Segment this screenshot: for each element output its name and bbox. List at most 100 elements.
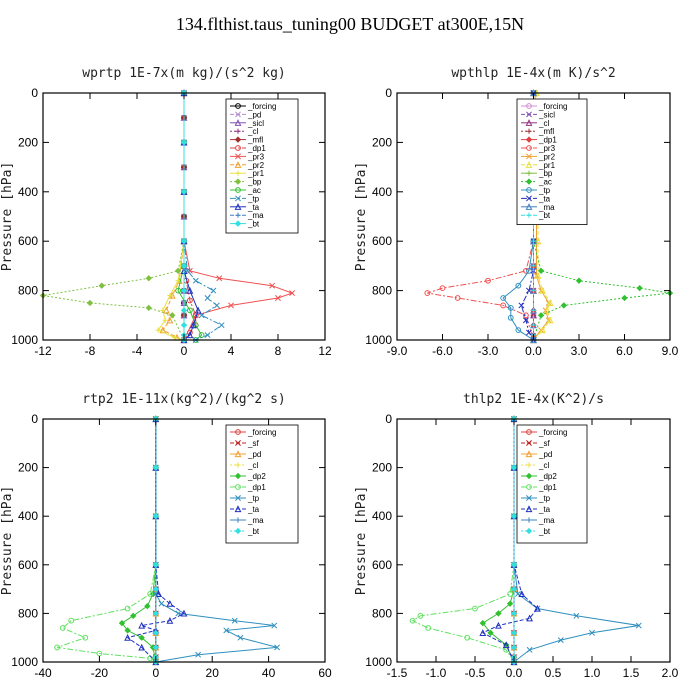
x-tick-label: 9.0 xyxy=(662,344,679,358)
legend-label: _mfl xyxy=(247,136,263,145)
data-point xyxy=(518,590,526,598)
legend-label: _sf xyxy=(538,439,550,448)
data-point xyxy=(152,561,159,568)
legend-entry: _dp1 xyxy=(230,144,266,153)
legend-label: _pr1 xyxy=(538,161,556,170)
data-point xyxy=(635,622,642,629)
data-point xyxy=(487,629,494,637)
legend-entry: _pd xyxy=(521,450,552,459)
legend-entry: _pd xyxy=(230,450,261,459)
y-tick-label: 800 xyxy=(18,284,38,298)
x-tick-label: 0.0 xyxy=(525,344,542,358)
data-point xyxy=(145,275,152,282)
y-tick-label: 0 xyxy=(31,412,38,426)
data-point xyxy=(274,644,281,651)
data-point xyxy=(589,629,595,636)
legend-marker xyxy=(525,472,533,480)
x-tick-label: -3.0 xyxy=(478,344,499,358)
legend-entry: _dp2 xyxy=(521,472,557,481)
data-point xyxy=(228,302,234,309)
data-point xyxy=(167,292,173,299)
data-point xyxy=(155,590,163,598)
data-point xyxy=(223,627,230,634)
legend-entry: _sicl xyxy=(521,110,555,119)
legend-entry: _pr1 xyxy=(230,169,265,178)
legend-label: _pd xyxy=(247,450,261,459)
data-point xyxy=(500,302,507,309)
legend-marker xyxy=(235,170,241,176)
data-point xyxy=(204,332,211,339)
data-point xyxy=(464,634,471,641)
data-point xyxy=(546,316,554,324)
data-point xyxy=(530,238,537,244)
legend-marker xyxy=(525,178,533,185)
legend-entry: _pr2 xyxy=(230,161,265,170)
y-tick-label: 200 xyxy=(18,135,38,149)
legend-marker xyxy=(234,119,242,126)
legend-marker xyxy=(235,103,241,109)
data-point xyxy=(409,617,416,624)
data-point xyxy=(86,299,94,307)
legend-label: _ma xyxy=(538,203,555,212)
legend-entry: _pd xyxy=(230,110,261,119)
data-point xyxy=(271,622,278,629)
data-point xyxy=(494,621,502,629)
y-tick-label: 0 xyxy=(31,86,38,100)
legend-marker xyxy=(234,161,242,168)
data-point xyxy=(507,314,514,321)
data-point xyxy=(138,634,145,641)
legend-entry: _dp2 xyxy=(230,472,266,481)
data-point xyxy=(472,605,478,612)
legend-entry: _ta xyxy=(230,203,260,212)
data-point xyxy=(172,334,178,341)
data-point xyxy=(54,644,60,651)
legend-label: _sf xyxy=(247,439,259,448)
legend-entry: _ma xyxy=(230,516,264,525)
legend-marker xyxy=(526,484,532,490)
data-point xyxy=(506,600,514,607)
data-point xyxy=(98,282,105,289)
data-point xyxy=(539,326,547,334)
legend-marker xyxy=(526,103,532,109)
data-point xyxy=(180,287,188,294)
legend-label: _tp xyxy=(247,194,260,203)
legend-entry: _ta xyxy=(521,194,551,203)
data-point xyxy=(138,643,146,651)
legend-label: _pd xyxy=(538,450,552,459)
data-point xyxy=(479,619,486,627)
legend-marker xyxy=(525,203,533,210)
legend-marker xyxy=(525,136,533,143)
data-point xyxy=(68,617,75,624)
x-tick-label: 0 xyxy=(181,344,188,358)
data-point xyxy=(175,287,182,294)
legend-entry: _forcing xyxy=(230,428,276,437)
series-line xyxy=(533,92,551,341)
legend-label: _pr2 xyxy=(247,161,265,170)
legend-label: _ta xyxy=(538,505,551,514)
data-point xyxy=(537,267,545,275)
data-point xyxy=(502,641,510,649)
data-point xyxy=(510,464,518,471)
legend-label: _pr2 xyxy=(538,152,556,161)
legend-label: _ma xyxy=(247,211,264,220)
x-tick-label: 20 xyxy=(206,666,220,680)
data-point xyxy=(124,633,132,641)
legend-entry: _bt xyxy=(521,527,551,536)
data-point xyxy=(525,287,532,294)
legend-label: _cl xyxy=(247,461,258,470)
y-tick-label: 200 xyxy=(18,461,38,475)
legend-label: _pd xyxy=(247,110,261,119)
panel-title: thlp2 1E-4x(K^2)/s xyxy=(463,392,604,407)
data-point xyxy=(180,307,188,314)
data-point xyxy=(124,605,131,612)
legend-label: _bp xyxy=(247,178,262,187)
x-tick-label: 0 xyxy=(152,666,159,680)
data-point xyxy=(560,302,567,309)
legend-marker xyxy=(526,440,532,446)
legend-marker xyxy=(235,145,241,151)
data-point xyxy=(526,646,533,653)
data-point xyxy=(510,513,518,520)
data-point xyxy=(269,282,276,289)
legend-entry: _dp1 xyxy=(521,483,557,492)
data-point xyxy=(169,312,176,319)
